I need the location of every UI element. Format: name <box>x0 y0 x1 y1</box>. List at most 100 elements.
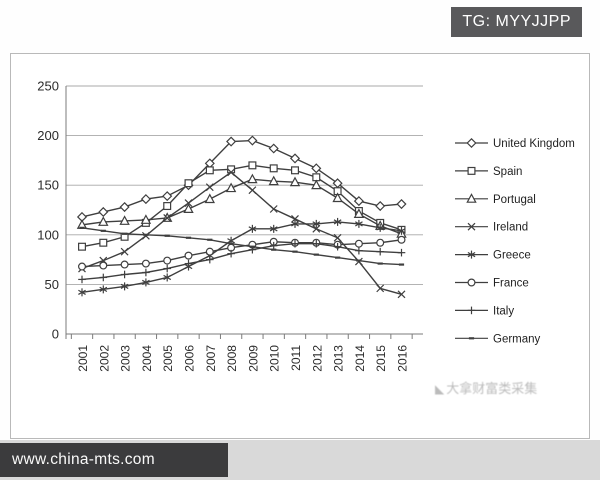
x-tick-label: 2002 <box>97 345 111 372</box>
legend-label: Germany <box>493 333 541 345</box>
diamond-marker <box>353 196 364 207</box>
triangle-marker <box>140 214 152 224</box>
dash-marker <box>100 229 106 232</box>
x-marker <box>397 290 406 299</box>
x-tick-label: 2007 <box>204 345 218 372</box>
series-line-france <box>81 239 402 268</box>
x-tick-label: 2001 <box>76 345 90 372</box>
dash-marker <box>143 233 149 236</box>
diamond-marker <box>396 198 407 210</box>
x-marker <box>376 284 385 293</box>
series-line-portugal <box>81 178 402 235</box>
star-marker <box>248 226 257 232</box>
footer-url-bar: www.china-mts.com <box>0 443 228 477</box>
square-marker <box>77 242 86 251</box>
diamond-marker <box>375 200 386 212</box>
legend-label: Portugal <box>493 194 536 206</box>
telegram-badge: TG: MYYJJPP <box>451 7 582 37</box>
star-marker <box>354 221 363 227</box>
square-marker <box>184 179 193 188</box>
circle-marker <box>163 256 172 265</box>
circle-marker <box>184 251 193 260</box>
dash-marker <box>356 259 362 262</box>
star-marker <box>467 251 476 258</box>
star-marker <box>312 221 321 227</box>
series-line-united-kingdom <box>81 139 402 218</box>
watermark-logo-icon: ◣ <box>435 382 445 396</box>
star-marker <box>99 286 108 292</box>
x-tick-label: 2016 <box>396 345 410 372</box>
dash-marker <box>122 232 128 235</box>
chart-card: 0 50 100 150 200 250 2001 2002 2003 2004 2005 2006 2… <box>10 53 590 439</box>
circle-marker <box>467 278 476 287</box>
x-tick-label: 2013 <box>332 345 346 372</box>
legend-label: Greece <box>493 250 531 262</box>
series-line-germany <box>81 227 402 266</box>
y-tick-label: 250 <box>37 79 59 94</box>
square-marker <box>291 166 300 175</box>
x-tick-label: 2003 <box>119 345 133 372</box>
line-chart-canvas: 0 50 100 150 200 250 2001 2002 2003 2004 2005 2006 2… <box>37 79 575 372</box>
star-marker <box>269 226 278 232</box>
square-marker <box>467 166 476 175</box>
x-marker <box>333 233 342 242</box>
triangle-marker <box>311 179 322 190</box>
star-marker <box>397 228 406 234</box>
dash-marker <box>185 236 192 239</box>
star-marker <box>227 238 236 244</box>
triangle-marker <box>98 216 109 226</box>
x-tick-label: 2015 <box>374 345 388 372</box>
diamond-marker <box>140 194 151 205</box>
diamond-marker <box>268 143 279 154</box>
square-marker <box>99 238 108 247</box>
dash-marker <box>292 250 298 253</box>
circle-marker <box>376 238 385 247</box>
y-tick-label: 0 <box>52 327 59 342</box>
legend-label: Spain <box>493 166 522 178</box>
footer-url: www.china-mts.com <box>12 451 155 468</box>
triangle-marker <box>268 175 279 186</box>
circle-marker <box>141 259 150 268</box>
circle-marker <box>397 235 406 244</box>
x-tick-label: 2010 <box>268 345 282 372</box>
circle-marker <box>205 247 214 256</box>
triangle-marker <box>225 182 237 193</box>
dash-marker <box>164 234 170 237</box>
circle-marker <box>354 239 363 248</box>
triangle-marker <box>289 176 301 187</box>
square-marker <box>248 161 257 170</box>
series-line-greece <box>81 221 402 294</box>
x-marker <box>205 183 214 192</box>
dash-marker <box>335 256 341 259</box>
diamond-marker <box>119 201 130 213</box>
x-marker <box>163 214 172 222</box>
dash-marker <box>249 245 255 248</box>
y-tick-label: 50 <box>45 277 59 292</box>
x-marker <box>312 224 321 233</box>
triangle-marker <box>119 215 130 225</box>
series-line-spain <box>81 164 402 248</box>
star-marker <box>333 219 342 225</box>
legend-label: Ireland <box>493 222 528 234</box>
x-marker <box>248 186 257 195</box>
y-tick-label: 150 <box>37 178 59 193</box>
watermark: ◣ 大拿财富类采集 <box>435 378 537 397</box>
diamond-marker <box>98 206 109 218</box>
dash-marker <box>228 242 234 245</box>
x-tick-label: 2004 <box>140 345 154 372</box>
circle-marker <box>77 262 86 271</box>
dash-marker <box>468 337 475 340</box>
triangle-marker <box>353 208 365 218</box>
x-tick-label: 2011 <box>289 345 303 371</box>
dash-marker <box>271 248 277 251</box>
square-marker <box>163 202 172 211</box>
x-tick-label: 2009 <box>246 345 260 372</box>
dash-marker <box>207 238 213 241</box>
star-marker <box>291 221 299 227</box>
series-line-ireland <box>81 171 402 295</box>
square-marker <box>269 164 278 173</box>
x-marker <box>467 222 476 231</box>
x-tick-label: 2006 <box>183 345 197 372</box>
y-tick-label: 100 <box>37 227 59 242</box>
star-marker <box>376 225 385 231</box>
